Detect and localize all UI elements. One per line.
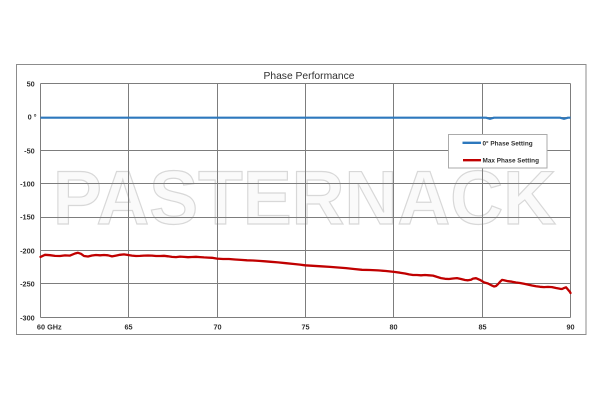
svg-text:-250: -250: [20, 280, 35, 289]
svg-text:85: 85: [478, 323, 486, 332]
svg-text:PASTERNACK: PASTERNACK: [53, 156, 556, 241]
svg-text:-150: -150: [20, 213, 35, 222]
svg-text:65: 65: [124, 323, 132, 332]
svg-text:Phase Performance: Phase Performance: [263, 71, 354, 82]
svg-text:Max Phase Setting: Max Phase Setting: [483, 158, 540, 165]
svg-text:50: 50: [27, 80, 35, 89]
svg-text:-300: -300: [20, 314, 35, 323]
svg-text:70: 70: [213, 323, 221, 332]
svg-text:-100: -100: [20, 180, 35, 189]
svg-text:-50: -50: [24, 147, 35, 156]
svg-text:-200: -200: [20, 247, 35, 256]
svg-text:0 °: 0 °: [28, 113, 37, 122]
svg-text:90: 90: [566, 323, 574, 332]
svg-text:80: 80: [389, 323, 397, 332]
svg-text:0° Phase Setting: 0° Phase Setting: [483, 139, 533, 147]
svg-text:75: 75: [301, 323, 309, 332]
svg-text:60 GHz: 60 GHz: [37, 323, 62, 332]
